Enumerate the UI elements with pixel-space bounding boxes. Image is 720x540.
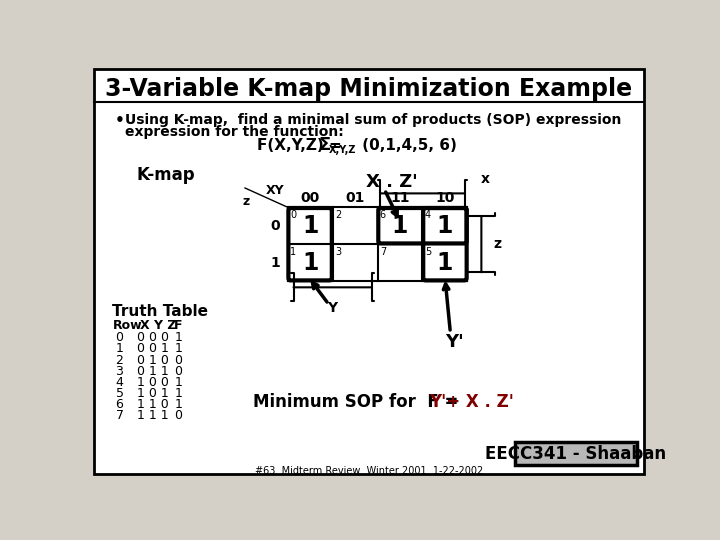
Text: 5: 5 bbox=[116, 387, 124, 400]
Text: 0: 0 bbox=[271, 219, 280, 233]
Text: 1: 1 bbox=[437, 251, 453, 275]
Text: 1: 1 bbox=[392, 214, 408, 238]
Text: expression for the function:: expression for the function: bbox=[125, 125, 343, 139]
Text: 5: 5 bbox=[425, 247, 431, 256]
Text: Truth Table: Truth Table bbox=[112, 303, 207, 319]
Text: Y'+ X . Z': Y'+ X . Z' bbox=[429, 393, 514, 411]
Text: 7: 7 bbox=[116, 409, 124, 422]
Text: EECC341 - Shaaban: EECC341 - Shaaban bbox=[485, 444, 667, 463]
Text: 3-Variable K-map Minimization Example: 3-Variable K-map Minimization Example bbox=[105, 77, 633, 102]
Text: XY: XY bbox=[266, 184, 284, 197]
FancyBboxPatch shape bbox=[515, 442, 637, 465]
Text: 1: 1 bbox=[174, 376, 182, 389]
Text: 1: 1 bbox=[174, 398, 182, 411]
Text: F(X,Y,Z) =: F(X,Y,Z) = bbox=[256, 138, 346, 153]
Text: 0 0 0: 0 0 0 bbox=[138, 331, 169, 344]
Text: 00: 00 bbox=[300, 191, 320, 205]
Text: Y': Y' bbox=[445, 333, 464, 351]
Text: 0: 0 bbox=[174, 354, 182, 367]
Text: 0 0 1: 0 0 1 bbox=[138, 342, 169, 355]
Text: X,Y,Z: X,Y,Z bbox=[329, 145, 356, 156]
Text: 1: 1 bbox=[290, 247, 296, 256]
Text: F: F bbox=[174, 319, 182, 332]
Text: 1 1 1: 1 1 1 bbox=[138, 409, 169, 422]
Text: z: z bbox=[243, 194, 250, 207]
Text: 1: 1 bbox=[302, 251, 318, 275]
Text: 0: 0 bbox=[116, 331, 124, 344]
Text: (0,1,4,5, 6): (0,1,4,5, 6) bbox=[357, 138, 457, 153]
Text: 1: 1 bbox=[437, 214, 453, 238]
Text: 11: 11 bbox=[390, 191, 410, 205]
Text: 1: 1 bbox=[174, 331, 182, 344]
Text: 6: 6 bbox=[380, 210, 386, 220]
Text: K-map: K-map bbox=[137, 166, 195, 184]
Text: Using K-map,  find a minimal sum of products (SOP) expression: Using K-map, find a minimal sum of produ… bbox=[125, 112, 621, 126]
Text: 1 0 1: 1 0 1 bbox=[138, 387, 169, 400]
FancyBboxPatch shape bbox=[94, 69, 644, 474]
Text: 3: 3 bbox=[116, 364, 123, 377]
Text: X . Z': X . Z' bbox=[366, 173, 418, 191]
Text: 0 1 0: 0 1 0 bbox=[138, 354, 169, 367]
Text: 7: 7 bbox=[380, 247, 386, 256]
Text: z: z bbox=[493, 237, 501, 251]
Text: 6: 6 bbox=[116, 398, 123, 411]
Text: Σ: Σ bbox=[319, 136, 331, 154]
Text: 4: 4 bbox=[425, 210, 431, 220]
Text: 1: 1 bbox=[302, 214, 318, 238]
Text: 2: 2 bbox=[335, 210, 341, 220]
Text: 2: 2 bbox=[116, 354, 123, 367]
Text: 0: 0 bbox=[174, 409, 182, 422]
Text: 1: 1 bbox=[174, 342, 182, 355]
Text: 1: 1 bbox=[174, 387, 182, 400]
Text: 10: 10 bbox=[436, 191, 454, 205]
Text: #63  Midterm Review  Winter 2001  1-22-2002: #63 Midterm Review Winter 2001 1-22-2002 bbox=[255, 465, 483, 476]
Text: 1: 1 bbox=[270, 256, 280, 269]
Text: 0: 0 bbox=[174, 364, 182, 377]
Text: 0: 0 bbox=[290, 210, 296, 220]
Text: 1 1 0: 1 1 0 bbox=[138, 398, 169, 411]
Text: •: • bbox=[114, 112, 125, 127]
Text: 1 0 0: 1 0 0 bbox=[138, 376, 169, 389]
Text: 0 1 1: 0 1 1 bbox=[138, 364, 169, 377]
Text: 1: 1 bbox=[116, 342, 123, 355]
Text: X Y Z: X Y Z bbox=[140, 319, 176, 332]
Text: 01: 01 bbox=[346, 191, 365, 205]
Text: Minimum SOP for  F =: Minimum SOP for F = bbox=[253, 393, 464, 411]
Text: 4: 4 bbox=[116, 376, 123, 389]
Text: x: x bbox=[481, 172, 490, 186]
Text: Y: Y bbox=[328, 301, 338, 315]
Text: Row: Row bbox=[113, 319, 143, 332]
Text: 3: 3 bbox=[335, 247, 341, 256]
